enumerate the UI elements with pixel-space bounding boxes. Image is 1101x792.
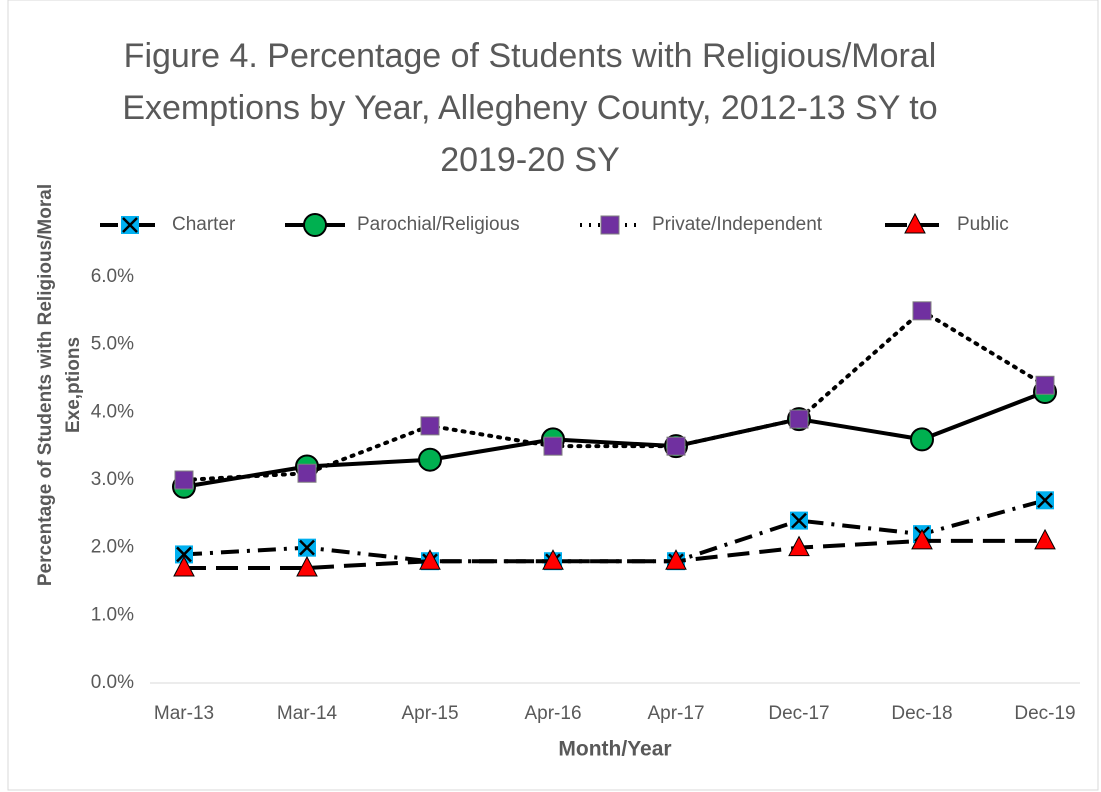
y-tick-label: 6.0%: [91, 266, 134, 287]
x-tick-label: Apr-15: [401, 703, 458, 724]
data-point: [788, 535, 810, 557]
marker-shape: [666, 436, 686, 456]
legend-marker: [904, 212, 926, 234]
y-axis-label: Percentage of Students with Religious/Mo…: [35, 183, 84, 587]
marker-shape: [419, 549, 441, 570]
marker-shape: [1034, 528, 1056, 550]
data-point: [543, 436, 563, 456]
data-point: [790, 511, 808, 530]
marker-shape: [173, 555, 195, 577]
x-tick-label: Mar-13: [154, 703, 214, 724]
marker-shape: [788, 535, 810, 557]
data-point: [420, 416, 440, 436]
data-point: [1036, 491, 1054, 510]
x-tick-label: Dec-17: [768, 703, 829, 724]
y-tick-label: 0.0%: [91, 672, 134, 693]
data-point: [666, 436, 686, 456]
chart-title: Figure 4. Percentage of Students with Re…: [122, 37, 938, 179]
marker-shape: [904, 212, 926, 234]
x-tick-label: Dec-18: [891, 703, 952, 724]
marker-shape: [543, 436, 563, 456]
y-tick-label: 4.0%: [91, 401, 134, 422]
y-tick-label: 2.0%: [91, 537, 134, 558]
marker-shape: [303, 213, 327, 237]
marker-shape: [420, 416, 440, 436]
marker-shape: [911, 528, 933, 550]
data-point: [912, 301, 932, 321]
marker-shape: [174, 470, 194, 490]
data-point: [542, 549, 564, 570]
y-tick-label: 3.0%: [91, 469, 134, 490]
marker-shape: [122, 217, 138, 233]
data-point: [175, 545, 193, 564]
data-point: [910, 427, 934, 452]
series-line: [182, 308, 1047, 482]
legend-label: Public: [957, 214, 1009, 235]
marker-shape: [665, 549, 687, 570]
legend-label: Charter: [172, 214, 236, 235]
y-tick-label: 1.0%: [91, 604, 134, 625]
marker-shape: [176, 546, 192, 563]
y-tick-label: 5.0%: [91, 334, 134, 355]
data-point: [298, 538, 316, 557]
data-point: [418, 447, 442, 472]
data-point: [911, 528, 933, 550]
marker-shape: [1037, 492, 1053, 509]
x-tick-label: Dec-19: [1014, 703, 1075, 724]
marker-shape: [297, 463, 317, 483]
x-tick-label: Apr-16: [524, 703, 581, 724]
marker-shape: [1035, 375, 1055, 395]
data-point: [173, 555, 195, 577]
data-point: [665, 549, 687, 570]
series-line: [184, 538, 1045, 570]
data-point: [1035, 375, 1055, 395]
x-axis-label: Month/Year: [558, 738, 671, 761]
marker-shape: [600, 215, 620, 235]
legend-marker: [121, 216, 139, 234]
marker-shape: [789, 409, 809, 429]
data-point: [174, 470, 194, 490]
frame: [7, 0, 1099, 791]
x-tick-label: Apr-17: [647, 703, 704, 724]
legend-marker: [303, 213, 327, 237]
marker-shape: [296, 555, 318, 577]
legend-label: Parochial/Religious: [357, 214, 520, 235]
data-point: [789, 409, 809, 429]
marker-shape: [791, 512, 807, 529]
data-point: [297, 463, 317, 483]
marker-shape: [542, 549, 564, 570]
data-point: [1034, 528, 1056, 550]
legend-label: Private/Independent: [652, 214, 823, 235]
marker-shape: [418, 447, 442, 472]
data-point: [419, 549, 441, 570]
marker-shape: [910, 427, 934, 452]
legend-marker: [600, 215, 620, 235]
marker-shape: [912, 301, 932, 321]
x-tick-label: Mar-14: [277, 703, 338, 724]
data-point: [296, 555, 318, 577]
marker-shape: [299, 539, 315, 556]
